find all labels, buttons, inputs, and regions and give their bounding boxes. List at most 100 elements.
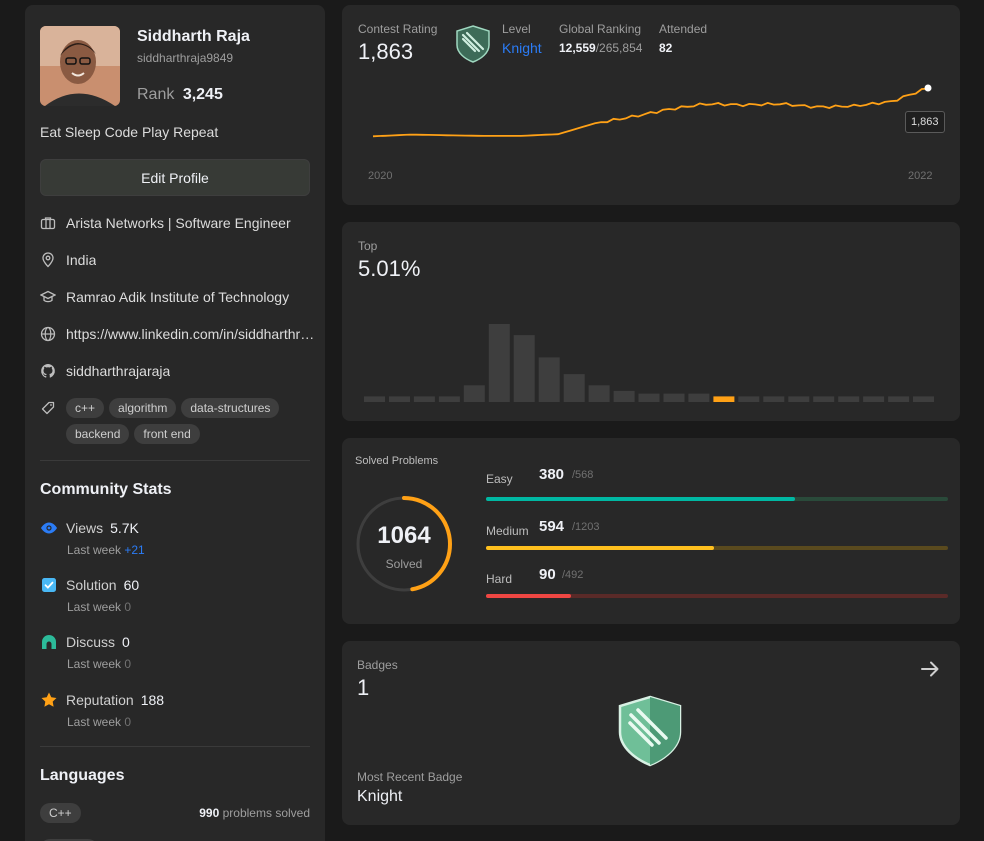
histogram-bar[interactable]	[638, 393, 660, 402]
difficulty-medium: Medium 594 /1203	[486, 518, 948, 540]
difficulty-name: Easy	[486, 472, 513, 486]
stat-value: 60	[123, 577, 140, 593]
graduation-cap-icon	[40, 289, 56, 305]
histogram-bar[interactable]	[738, 396, 760, 402]
website-link[interactable]: https://www.linkedin.com/in/siddharthraj…	[66, 326, 315, 342]
stat-value: 0	[122, 634, 130, 650]
histogram-bar[interactable]	[688, 393, 710, 402]
rating-line-chart[interactable]	[342, 5, 960, 205]
difficulty-name: Medium	[486, 524, 529, 538]
knight-badge-icon	[455, 25, 491, 68]
profile-bio: Eat Sleep Code Play Repeat	[40, 124, 219, 140]
histogram-bar[interactable]	[663, 393, 685, 402]
stat-value: 5.7K	[110, 520, 139, 536]
attended-label: Attended	[659, 22, 708, 36]
x-axis-start: 2020	[368, 170, 393, 182]
language-tag[interactable]: C++	[40, 803, 81, 823]
histogram-bar[interactable]	[438, 396, 460, 402]
arrow-right-icon[interactable]	[919, 658, 941, 685]
histogram-bar[interactable]	[563, 374, 585, 402]
histogram-bar[interactable]	[913, 396, 934, 402]
github-row[interactable]: siddharthrajaraja	[40, 361, 315, 381]
github-link[interactable]: siddharthrajaraja	[66, 363, 171, 379]
hard-progress-fill	[486, 594, 571, 598]
histogram-bar-current[interactable]	[713, 396, 735, 402]
profile-sidebar: Siddharth Raja siddharthraja9849 Rank 3,…	[25, 5, 325, 841]
globe-icon	[40, 326, 56, 342]
difficulty-solved: 594	[539, 518, 565, 535]
top-value: 5.01%	[358, 256, 421, 281]
stat-sub-label: Last week	[67, 715, 122, 729]
community-stats-title: Community Stats	[40, 481, 172, 498]
histogram-bar[interactable]	[813, 396, 835, 402]
histogram-bar[interactable]	[364, 396, 385, 402]
stat-value: 188	[140, 692, 165, 708]
stat-sub-label: Last week	[67, 543, 122, 557]
rank-value: 3,245	[182, 86, 223, 103]
attended-value: 82	[659, 41, 673, 55]
divider	[40, 460, 310, 461]
top-percentile-card: Top 5.01%	[342, 222, 960, 421]
difficulty-solved: 380	[539, 466, 565, 483]
divider	[40, 746, 310, 747]
histogram-bar[interactable]	[488, 324, 510, 402]
profile-username: siddharthraja9849	[137, 51, 234, 65]
level-value[interactable]: Knight	[502, 40, 542, 56]
stat-sub-label: Last week	[67, 657, 122, 671]
rating-series-line	[372, 87, 929, 138]
solved-ring[interactable]	[354, 494, 454, 594]
chat-bubble-icon	[40, 633, 58, 651]
stat-sub-value: 0	[124, 657, 132, 671]
language-count: 990 problems solved	[199, 806, 310, 820]
solved-total: 1064	[377, 522, 431, 549]
histogram-bar[interactable]	[863, 396, 885, 402]
skill-tag[interactable]: algorithm	[109, 398, 177, 418]
histogram-bar[interactable]	[588, 385, 610, 402]
x-axis-end: 2022	[908, 170, 933, 182]
histogram-bar[interactable]	[613, 390, 635, 402]
easy-progress-track	[486, 497, 948, 501]
histogram-bar[interactable]	[888, 396, 910, 402]
histogram-bar[interactable]	[513, 335, 535, 402]
skill-tag[interactable]: backend	[66, 424, 130, 444]
histogram-bar[interactable]	[389, 396, 410, 402]
histogram-bar[interactable]	[838, 396, 860, 402]
global-ranking-label: Global Ranking	[559, 22, 642, 36]
skills-tags: c++ algorithm data-structures backend front …	[66, 398, 311, 450]
stat-views: Views 5.7K Last week +21	[40, 519, 310, 557]
avatar[interactable]	[40, 26, 120, 106]
solved-problems-card: Solved Problems 1064 Solved Easy 380 /56…	[342, 438, 960, 624]
solved-total-label: Solved	[385, 557, 423, 571]
location-pin-icon	[40, 252, 56, 268]
stat-sub-value: +21	[124, 543, 145, 557]
stat-sub-value: 0	[124, 600, 132, 614]
location-row: India	[40, 250, 315, 270]
histogram-bar[interactable]	[538, 357, 560, 402]
percentile-histogram[interactable]	[342, 222, 960, 421]
language-tag-more[interactable]	[40, 839, 98, 841]
contest-rating-label: Contest Rating	[358, 22, 438, 36]
skills-row: c++ algorithm data-structures backend front …	[40, 398, 315, 450]
star-icon	[40, 691, 58, 709]
histogram-bar[interactable]	[463, 385, 485, 402]
global-rank-value: 12,559	[559, 41, 596, 55]
global-rank-total: /265,854	[595, 41, 643, 55]
recent-badge-value: Knight	[357, 788, 403, 805]
edit-profile-button[interactable]: Edit Profile	[40, 159, 310, 196]
skill-tag[interactable]: front end	[134, 424, 200, 444]
stat-label: Solution	[66, 577, 117, 593]
badges-title: Badges	[357, 658, 398, 672]
language-count-suffix: problems solved	[222, 806, 310, 820]
knight-badge-large-icon[interactable]	[617, 695, 683, 772]
solved-title: Solved Problems	[355, 455, 439, 467]
skill-tag[interactable]: data-structures	[181, 398, 280, 418]
medium-progress-track	[486, 546, 948, 550]
histogram-bar[interactable]	[788, 396, 810, 402]
profile-name: Siddharth Raja	[137, 28, 250, 45]
skill-tag[interactable]: c++	[66, 398, 105, 418]
contest-rating-value: 1,863	[358, 39, 414, 64]
histogram-bar[interactable]	[763, 396, 785, 402]
histogram-bar[interactable]	[413, 396, 435, 402]
rating-tooltip: 1,863	[905, 111, 945, 133]
website-row[interactable]: https://www.linkedin.com/in/siddharthraj…	[40, 324, 315, 344]
